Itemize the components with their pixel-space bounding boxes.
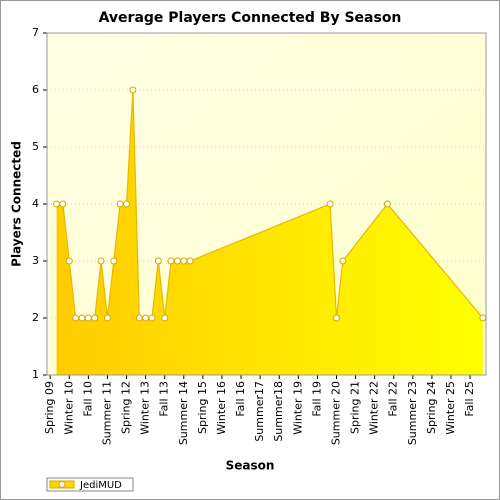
marker <box>148 314 156 322</box>
x-tick-label: Fall 19 <box>310 381 323 417</box>
x-tick-label: Summer 14 <box>177 381 190 445</box>
marker <box>326 200 334 208</box>
y-tick-label: 5 <box>32 140 39 153</box>
y-tick-label: 4 <box>32 197 39 210</box>
plot-frame <box>46 32 487 376</box>
marker <box>78 314 86 322</box>
x-axis-title: Season <box>226 459 275 473</box>
marker <box>97 257 105 265</box>
marker <box>180 257 188 265</box>
x-tick-label: Fall 22 <box>387 381 400 417</box>
x-tick-label: Summer 20 <box>329 381 342 445</box>
marker <box>154 257 162 265</box>
legend-label: JediMUD <box>79 480 122 491</box>
x-tick-label: Winter 22 <box>368 381 381 435</box>
x-tick-label: Summer17 <box>253 381 266 442</box>
marker <box>142 314 150 322</box>
x-tick-label: Fall 13 <box>158 381 171 417</box>
y-tick-label: 1 <box>32 368 39 381</box>
area <box>56 90 483 375</box>
x-tick-label: Summer 23 <box>406 381 419 445</box>
legend-marker <box>58 481 66 488</box>
x-tick-label: Summer 11 <box>100 381 113 445</box>
marker <box>84 314 92 322</box>
marker <box>53 200 61 208</box>
marker <box>339 257 347 265</box>
x-tick-label: Winter 13 <box>139 381 152 435</box>
marker <box>59 200 67 208</box>
marker <box>129 86 137 94</box>
x-tick-label: Fall 10 <box>81 381 94 417</box>
y-tick-label: 3 <box>32 254 39 267</box>
marker <box>123 200 131 208</box>
x-tick-label: Winter 16 <box>215 381 228 435</box>
x-tick-label: Summer18 <box>272 381 285 442</box>
marker <box>167 257 175 265</box>
x-tick-label: Fall 25 <box>463 381 476 417</box>
x-tick-label: Spring 12 <box>120 381 133 434</box>
x-tick-label: Winter 19 <box>291 381 304 435</box>
y-axis-title: Players Connected <box>10 141 24 267</box>
marker <box>116 200 124 208</box>
marker <box>103 314 111 322</box>
x-tick-label: Spring 09 <box>43 381 56 434</box>
marker <box>72 314 80 322</box>
x-tick-label: Spring 15 <box>196 381 209 434</box>
marker <box>173 257 181 265</box>
marker <box>110 257 118 265</box>
marker <box>65 257 73 265</box>
marker <box>91 314 99 322</box>
x-tick-label: Winter 10 <box>62 381 75 435</box>
y-tick-label: 2 <box>32 311 39 324</box>
marker <box>161 314 169 322</box>
x-tick-label: Spring 24 <box>425 381 438 434</box>
x-tick-label: Fall 16 <box>234 381 247 417</box>
y-tick-label: 6 <box>32 83 39 96</box>
marker <box>332 314 340 322</box>
chart-title: Average Players Connected By Season <box>99 10 402 26</box>
y-tick-label: 7 <box>32 26 39 39</box>
marker <box>479 314 487 322</box>
marker <box>135 314 143 322</box>
marker <box>186 257 194 265</box>
marker <box>383 200 391 208</box>
x-tick-label: Spring 21 <box>349 381 362 434</box>
x-tick-label: Winter 25 <box>444 381 457 435</box>
